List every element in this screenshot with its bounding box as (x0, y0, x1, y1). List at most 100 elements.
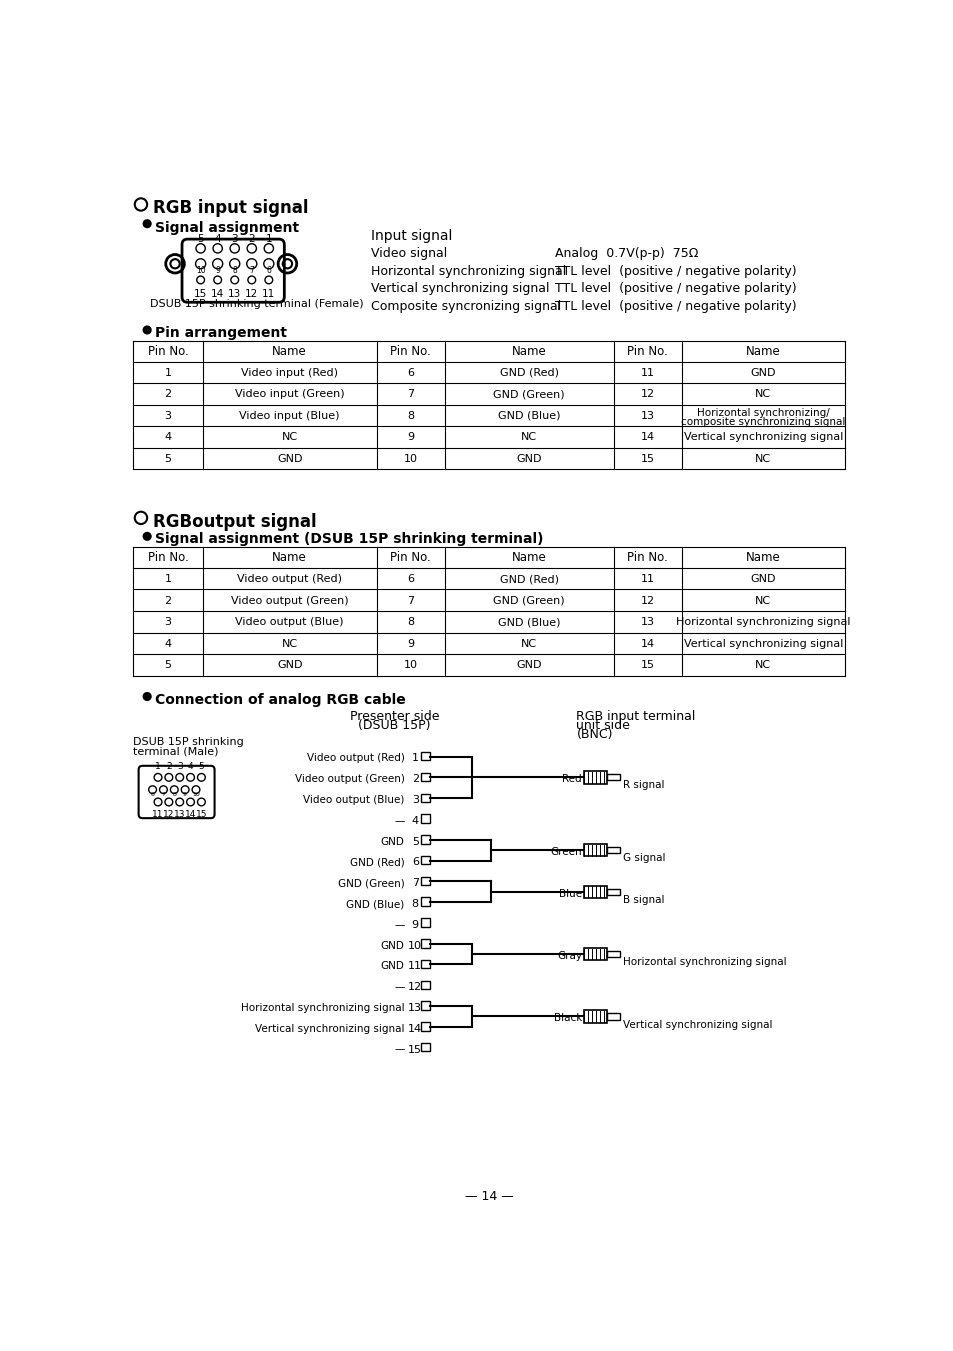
Text: 15: 15 (640, 454, 654, 463)
Bar (421, 981, 430, 989)
Text: B signal: B signal (622, 894, 664, 905)
Text: 11: 11 (262, 289, 275, 299)
Text: 13: 13 (640, 411, 654, 420)
Text: Horizontal synchronizing signal: Horizontal synchronizing signal (240, 1002, 404, 1013)
Text: Video output (Blue): Video output (Blue) (235, 617, 344, 627)
Text: TTL level  (positive / negative polarity): TTL level (positive / negative polarity) (555, 265, 796, 277)
Text: R signal: R signal (622, 781, 664, 790)
Text: (BNC): (BNC) (576, 728, 613, 742)
Text: Pin No.: Pin No. (627, 345, 667, 358)
Text: 13: 13 (173, 809, 185, 819)
Text: 2: 2 (164, 389, 172, 400)
Text: 4: 4 (164, 432, 172, 442)
Text: Blue: Blue (558, 889, 581, 898)
Bar (421, 1023, 430, 1031)
Text: 12: 12 (408, 982, 422, 992)
Text: Video output (Green): Video output (Green) (231, 596, 348, 605)
Text: 7: 7 (412, 878, 418, 888)
Text: 6: 6 (407, 367, 414, 378)
Text: —: — (394, 1044, 404, 1055)
Text: 10: 10 (403, 454, 417, 463)
Text: 8: 8 (407, 617, 414, 627)
Text: GND (Red): GND (Red) (499, 574, 558, 584)
Text: Video output (Blue): Video output (Blue) (303, 794, 404, 805)
Text: Vertical synchronizing signal: Vertical synchronizing signal (683, 639, 842, 648)
Text: Pin No.: Pin No. (148, 345, 189, 358)
Bar (583, 885, 607, 898)
Text: 14: 14 (640, 432, 654, 442)
Bar (583, 948, 607, 961)
Text: Video input (Green): Video input (Green) (234, 389, 344, 400)
Text: Horizontal synchronizing/: Horizontal synchronizing/ (697, 408, 829, 417)
Text: DSUB 15P shrinking terminal (Female): DSUB 15P shrinking terminal (Female) (150, 299, 363, 309)
Text: terminal (Male): terminal (Male) (133, 747, 218, 757)
Text: Pin No.: Pin No. (148, 551, 189, 563)
Text: 12: 12 (163, 809, 174, 819)
Text: 6: 6 (266, 266, 271, 276)
Text: 7: 7 (249, 266, 253, 276)
Text: Vertical synchronizing signal: Vertical synchronizing signal (622, 1020, 772, 1029)
Text: GND (Blue): GND (Blue) (346, 898, 404, 909)
Text: Red: Red (561, 774, 581, 785)
Text: Input signal: Input signal (371, 230, 452, 243)
Text: Signal assignment: Signal assignment (154, 220, 298, 235)
Text: GND: GND (380, 836, 404, 847)
Text: 6: 6 (412, 858, 418, 867)
Text: (DSUB 15P): (DSUB 15P) (357, 719, 430, 732)
Text: NC: NC (281, 639, 297, 648)
Text: 9: 9 (412, 920, 418, 929)
Text: 11: 11 (640, 574, 654, 584)
Text: Pin No.: Pin No. (390, 345, 431, 358)
Text: 2: 2 (164, 596, 172, 605)
Text: 5: 5 (197, 234, 204, 243)
Text: NC: NC (755, 454, 771, 463)
Text: GND (Green): GND (Green) (493, 389, 564, 400)
Bar (583, 844, 607, 857)
Text: Black: Black (553, 1013, 581, 1023)
Bar (421, 959, 430, 969)
Text: — 14 —: — 14 — (464, 1190, 513, 1204)
Circle shape (143, 326, 151, 334)
Text: 14: 14 (185, 809, 196, 819)
Circle shape (143, 220, 151, 227)
Bar (583, 1011, 607, 1023)
Text: GND (Green): GND (Green) (493, 596, 564, 605)
Bar (421, 753, 430, 761)
Text: 4: 4 (188, 762, 193, 771)
Text: 12: 12 (245, 289, 258, 299)
Text: 10: 10 (408, 940, 422, 951)
Text: Video output (Red): Video output (Red) (237, 574, 342, 584)
Text: 10: 10 (195, 266, 205, 276)
Text: 9: 9 (183, 792, 187, 797)
Text: 1: 1 (165, 574, 172, 584)
Text: NC: NC (755, 661, 771, 670)
Text: 12: 12 (640, 389, 654, 400)
Bar (421, 835, 430, 843)
Bar (421, 1001, 430, 1011)
Bar (607, 774, 619, 781)
Text: 1: 1 (412, 754, 418, 763)
Text: 15: 15 (193, 289, 207, 299)
Text: 3: 3 (165, 411, 172, 420)
Text: composite synchronizing signal: composite synchronizing signal (680, 417, 844, 427)
Text: Presenter side: Presenter side (349, 709, 438, 723)
Text: 8: 8 (412, 898, 418, 909)
Text: 3: 3 (412, 794, 418, 805)
Text: 15: 15 (640, 661, 654, 670)
Text: 7: 7 (407, 596, 414, 605)
Text: NC: NC (755, 596, 771, 605)
Text: GND (Blue): GND (Blue) (497, 411, 559, 420)
Text: 12: 12 (640, 596, 654, 605)
Bar (607, 951, 619, 957)
Text: Vertical synchronizing signal: Vertical synchronizing signal (254, 1024, 404, 1034)
Text: 9: 9 (407, 639, 414, 648)
Text: GND: GND (750, 367, 775, 378)
Bar (421, 939, 430, 947)
Text: GND (Red): GND (Red) (350, 858, 404, 867)
Text: Name: Name (745, 551, 780, 563)
Circle shape (143, 693, 151, 700)
Text: RGB input terminal: RGB input terminal (576, 709, 695, 723)
Text: Composite syncronizing signal: Composite syncronizing signal (371, 300, 560, 313)
Text: 3: 3 (232, 234, 238, 243)
Bar (607, 889, 619, 894)
